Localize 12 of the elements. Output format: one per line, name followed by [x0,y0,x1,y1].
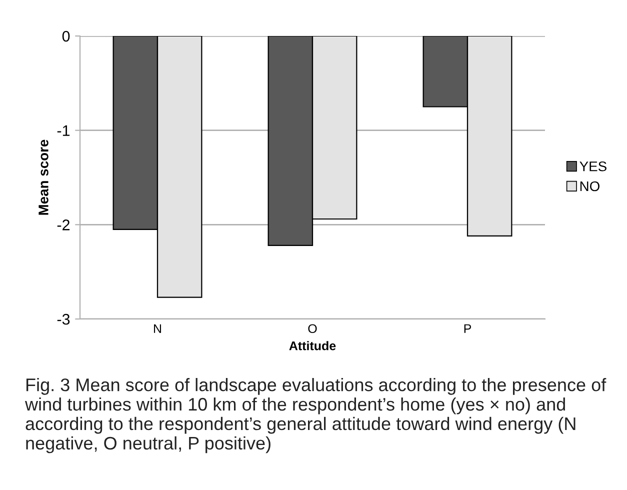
y-tick-label: -1 [57,125,70,136]
x-tick-label: O [308,324,317,334]
x-tick-label: N [154,324,161,333]
legend-label: YES [580,161,606,172]
y-tick-label: -3 [57,314,70,325]
caption: Fig. 3 Mean score of landscape evaluations according to the presence of wind turbines within 10 km of the respondent’s home (yes × no) and according to the respondent’s general attitude toward wind energy (N negative, O neutral, P positive) [24,378,606,454]
legend-label: NO [580,181,600,192]
y-tick-label: 0 [62,30,70,42]
x-axis-title: Attitude [289,341,336,350]
y-tick-label: -2 [57,220,70,230]
x-tick-label: P [464,324,472,333]
y-axis-title: Mean score [38,140,48,215]
